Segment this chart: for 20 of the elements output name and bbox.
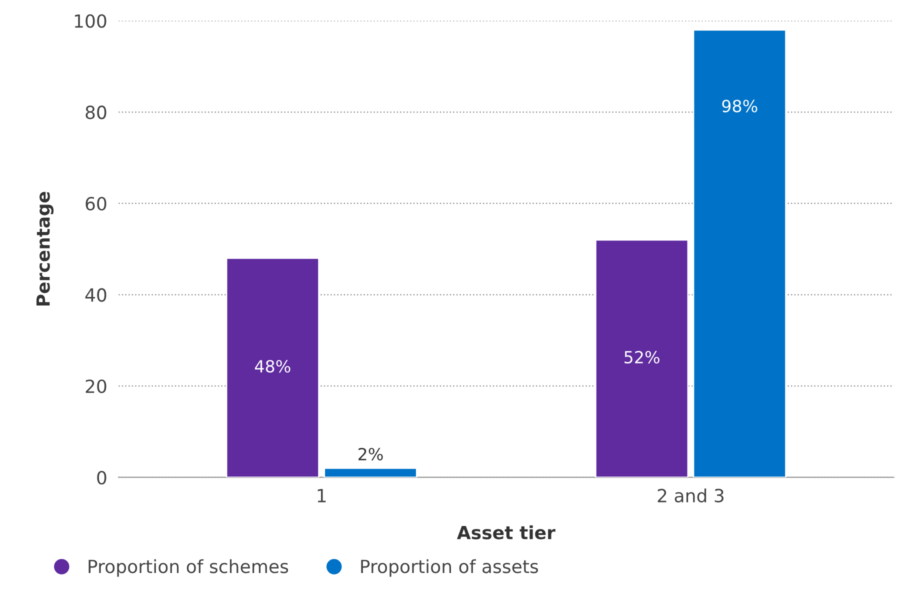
y-tick-label: 100	[74, 14, 106, 28]
y-tick-label: 80	[86, 106, 106, 120]
y-tick-label: 0	[97, 470, 106, 484]
bar	[594, 239, 689, 478]
bar	[324, 468, 418, 478]
data-label: 98%	[722, 100, 758, 112]
y-tick-label: 60	[86, 196, 106, 211]
bar	[226, 257, 320, 478]
legend-label: Proportion of assets	[361, 559, 538, 577]
y-tick-label: 20	[86, 380, 106, 394]
legend-label: Proportion of schemes	[88, 559, 288, 577]
data-label: 48%	[254, 360, 290, 373]
x-tick-label: 2 and 3	[658, 488, 724, 502]
data-label: 2%	[358, 448, 383, 460]
data-label: 52%	[624, 350, 660, 364]
bar	[692, 29, 786, 478]
y-tick-label: 40	[85, 288, 106, 302]
y-axis-title: Percentage	[36, 192, 54, 306]
x-axis-title: Asset tier	[456, 525, 556, 540]
x-tick-label: 1	[318, 489, 326, 502]
